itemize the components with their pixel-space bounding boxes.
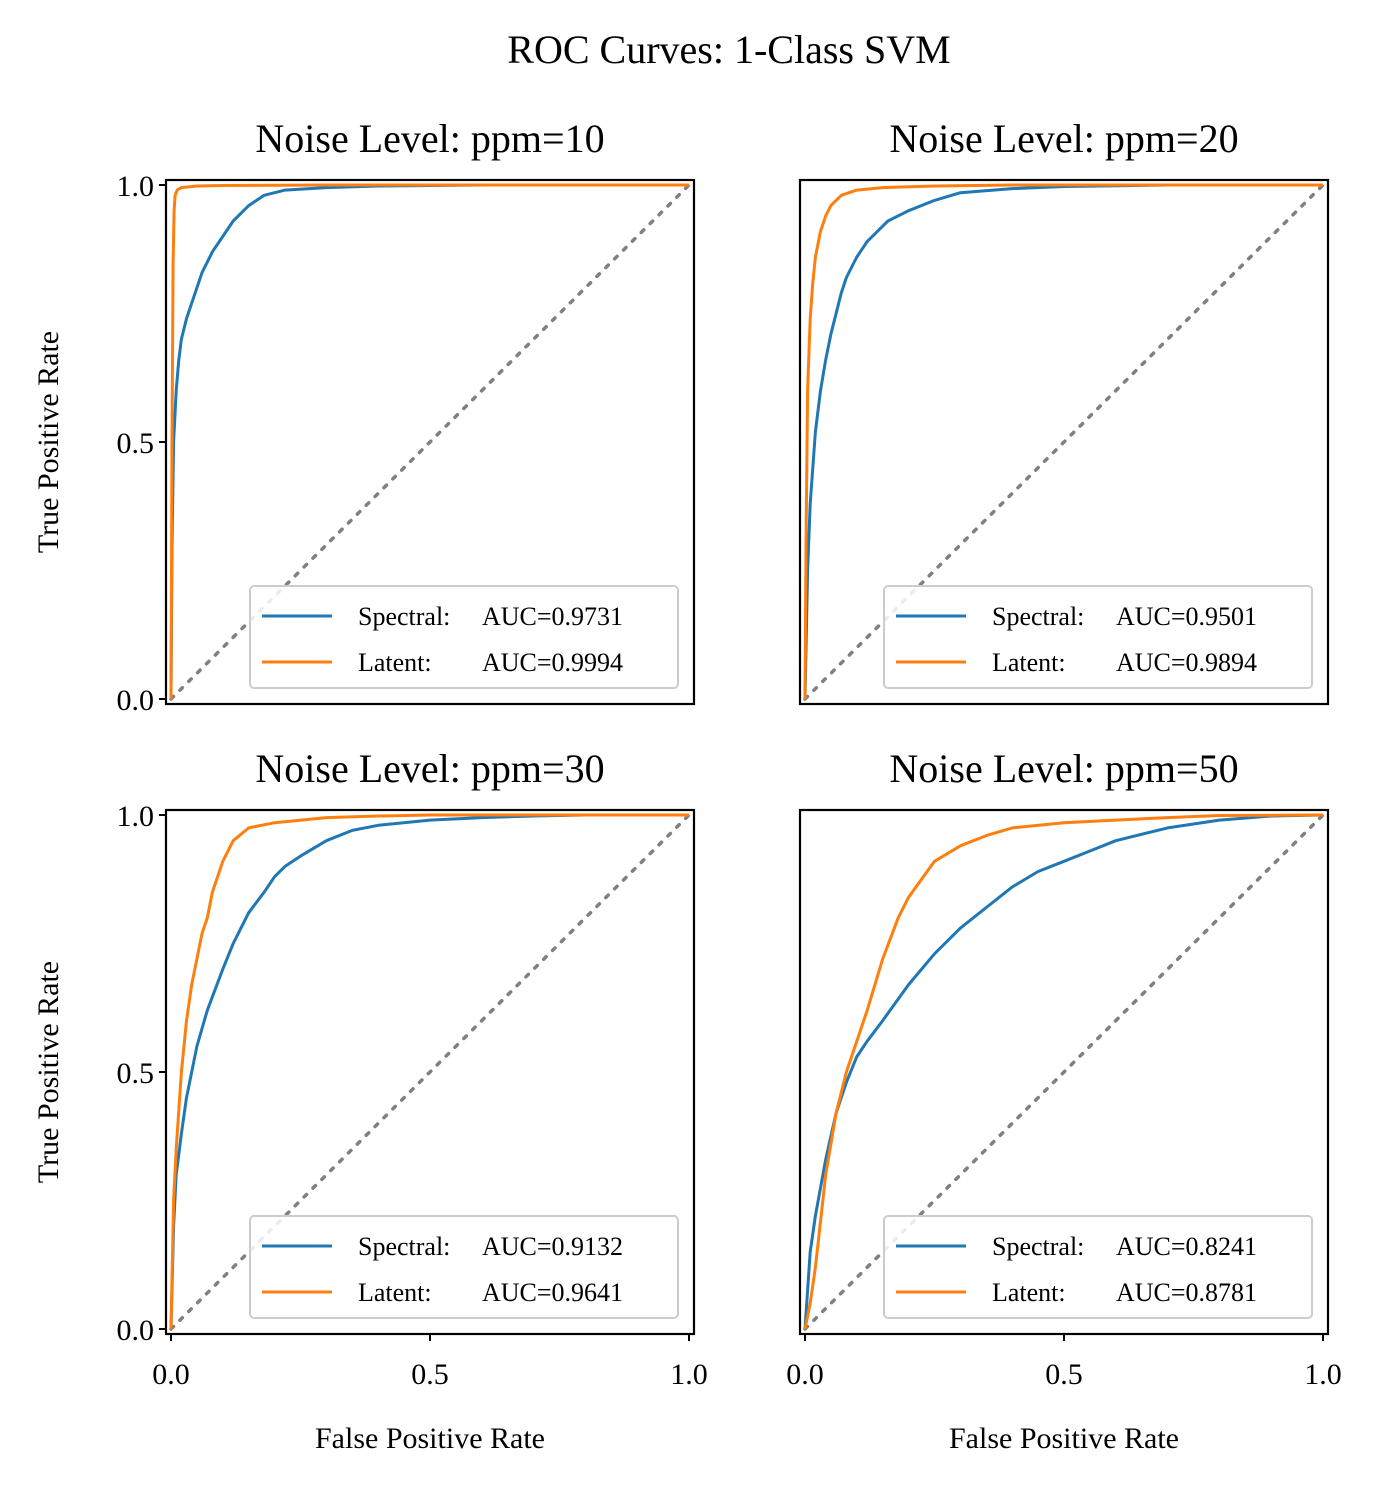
roc-curve-latent (169, 813, 689, 1330)
chance-diagonal-line (169, 183, 691, 701)
roc-curve-spectral (803, 183, 1323, 700)
legend-auc-value: AUC=0.9994 (482, 648, 623, 677)
y-tick-label: 1.0 (117, 800, 155, 833)
x-tick-label: 0.5 (411, 1358, 449, 1391)
legend: Spectral: AUC=0.9501 Latent: AUC=0.9894 (883, 585, 1313, 689)
panel-title: Noise Level: ppm=50 (889, 746, 1238, 791)
legend-series-name: Spectral: (358, 602, 450, 631)
chance-diagonal-line (169, 813, 691, 1331)
y-axis-label: True Positive Rate (32, 331, 65, 553)
roc-panel-4: Noise Level: ppm=50 0.0 0.5 1.0 False Positi… (786, 746, 1342, 1455)
legend-box (249, 585, 679, 689)
legend-auc-value: AUC=0.9641 (482, 1278, 623, 1307)
roc-curve-latent (169, 183, 689, 700)
legend-box (883, 1215, 1313, 1319)
legend-box (883, 585, 1313, 689)
x-tick-label: 1.0 (670, 1358, 708, 1391)
panel-title: Noise Level: ppm=20 (889, 116, 1238, 161)
roc-panel-1: Noise Level: ppm=10 0.0 0.5 1.0 True Positiv… (32, 116, 696, 717)
legend: Spectral: AUC=0.9731 Latent: AUC=0.9994 (249, 585, 679, 689)
legend-box (249, 1215, 679, 1319)
y-tick-label: 1.0 (117, 170, 155, 203)
chance-diagonal-line (803, 183, 1325, 701)
legend-auc-value: AUC=0.9731 (482, 602, 623, 631)
x-tick-label: 0.0 (786, 1358, 824, 1391)
x-tick-label: 1.0 (1304, 1358, 1342, 1391)
roc-curve-spectral (169, 813, 689, 1330)
roc-curve-latent (803, 813, 1324, 1330)
legend-auc-value: AUC=0.9501 (1116, 602, 1257, 631)
panel-title: Noise Level: ppm=10 (255, 116, 604, 161)
legend-series-name: Spectral: (992, 602, 1084, 631)
legend-auc-value: AUC=0.8781 (1116, 1278, 1257, 1307)
panels-container: Noise Level: ppm=10 0.0 0.5 1.0 True Positiv… (32, 116, 1342, 1455)
legend: Spectral: AUC=0.9132 Latent: AUC=0.9641 (249, 1215, 679, 1319)
legend-series-name: Latent: (992, 648, 1066, 677)
legend-series-name: Latent: (358, 648, 432, 677)
y-tick-label: 0.0 (117, 684, 155, 717)
legend-series-name: Spectral: (992, 1232, 1084, 1261)
panel-title: Noise Level: ppm=30 (255, 746, 604, 791)
legend-series-name: Latent: (358, 1278, 432, 1307)
legend-auc-value: AUC=0.9894 (1116, 648, 1257, 677)
x-axis-label: False Positive Rate (315, 1422, 545, 1455)
roc-panel-2: Noise Level: ppm=20 Spectral: AUC=0.9501 La… (798, 116, 1330, 706)
x-tick-label: 0.0 (152, 1358, 190, 1391)
legend-auc-value: AUC=0.9132 (482, 1232, 623, 1261)
roc-curve-spectral (169, 183, 689, 700)
y-axis-label: True Positive Rate (32, 961, 65, 1183)
legend-series-name: Spectral: (358, 1232, 450, 1261)
legend-series-name: Latent: (992, 1278, 1066, 1307)
axes-frame (798, 178, 1330, 706)
roc-panel-3: Noise Level: ppm=30 0.0 0.5 1.0 0.0 0.5 1.0 Tru… (32, 746, 708, 1455)
y-tick-label: 0.5 (117, 1057, 155, 1090)
y-tick-label: 0.5 (117, 427, 155, 460)
figure-title: ROC Curves: 1-Class SVM (507, 27, 950, 72)
legend: Spectral: AUC=0.8241 Latent: AUC=0.8781 (883, 1215, 1313, 1319)
y-tick-label: 0.0 (117, 1314, 155, 1347)
x-axis-label: False Positive Rate (949, 1422, 1179, 1455)
legend-auc-value: AUC=0.8241 (1116, 1232, 1257, 1261)
x-tick-label: 0.5 (1045, 1358, 1083, 1391)
roc-curve-latent (803, 183, 1323, 700)
chance-diagonal-line (803, 813, 1325, 1331)
